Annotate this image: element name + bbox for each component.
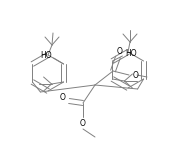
Text: O: O bbox=[60, 93, 66, 102]
Text: HO: HO bbox=[40, 51, 51, 60]
Text: O: O bbox=[117, 48, 123, 57]
Text: O: O bbox=[133, 70, 139, 79]
Text: O: O bbox=[80, 118, 86, 127]
Text: HO: HO bbox=[126, 49, 137, 58]
